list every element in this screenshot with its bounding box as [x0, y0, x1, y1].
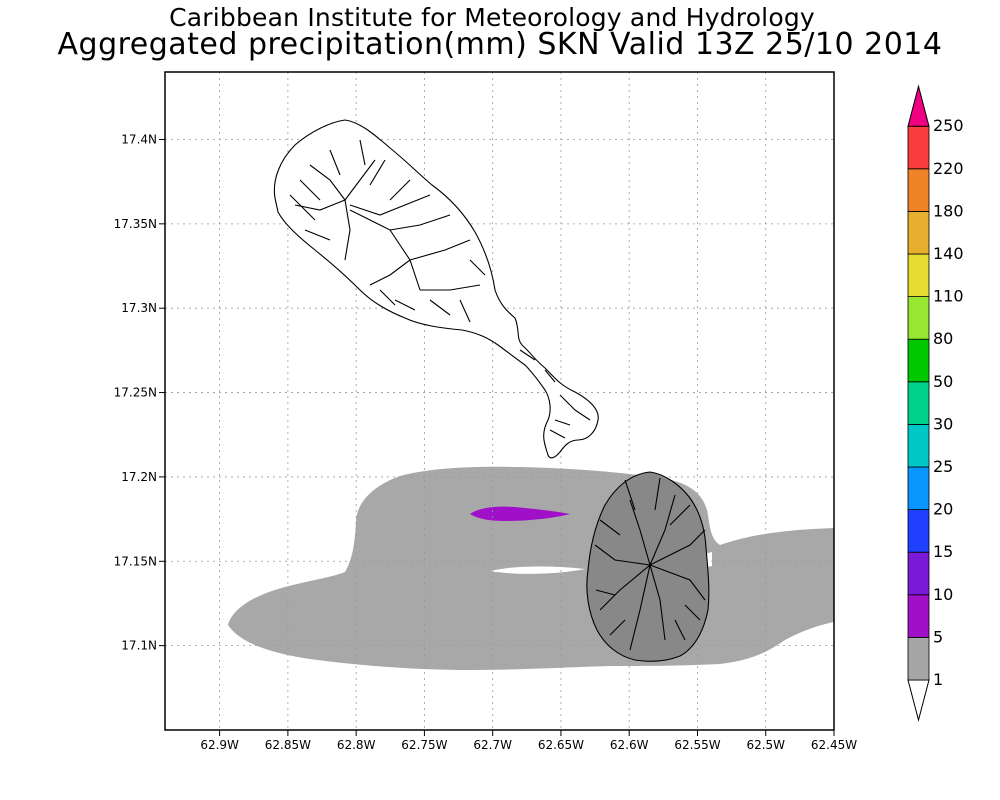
colorbar-segment [907, 466, 930, 510]
x-axis-labels: 62.9W 62.85W 62.8W 62.75W 62.7W 62.65W 62.6W 62… [200, 738, 857, 752]
colorbar-segment [907, 551, 930, 596]
colorbar-segment [907, 423, 930, 468]
colorbar-level-label: 140 [933, 244, 964, 263]
colorbar-segment [907, 296, 930, 340]
colorbar-segment [907, 210, 930, 255]
colorbar-segment [907, 594, 930, 638]
colorbar-level-label: 10 [933, 585, 953, 604]
chart-subtitle: Aggregated precipitation(mm) SKN Valid 1… [57, 27, 943, 62]
colorbar-level-label: 250 [933, 116, 964, 135]
y-tick-label: 17.3N [121, 301, 157, 315]
colorbar-level-label: 80 [933, 329, 953, 348]
colorbar-level-label: 15 [933, 542, 953, 561]
x-tick-label: 62.7W [473, 738, 512, 752]
colorbar-level-label: 30 [933, 414, 953, 433]
colorbar-segment [907, 338, 930, 383]
colorbar-level-label: 220 [933, 159, 964, 178]
x-tick-label: 62.8W [337, 738, 376, 752]
plot-frame [164, 71, 835, 731]
x-tick-label: 62.75W [401, 738, 447, 752]
x-tick-label: 62.9W [200, 738, 239, 752]
precip-cell-5-10 [470, 506, 570, 521]
chart-title: Caribbean Institute for Meteorology and … [169, 3, 815, 32]
x-tick-label: 62.45W [811, 738, 857, 752]
colorbar-level-label: 1 [933, 670, 943, 689]
y-tick-label: 17.15N [114, 554, 157, 568]
colorbar-level-label: 50 [933, 372, 953, 391]
x-tick-label: 62.55W [674, 738, 720, 752]
y-tick-label: 17.1N [121, 639, 157, 653]
colorbar-segment [907, 637, 930, 681]
colorbar-bottom-triangle [907, 679, 930, 722]
y-tick-label: 17.2N [121, 470, 157, 484]
colorbar-segment [907, 253, 930, 297]
y-tick-label: 17.25N [114, 386, 157, 400]
colorbar-segment [907, 125, 930, 170]
y-tick-label: 17.35N [114, 217, 157, 231]
colorbar-level-label: 25 [933, 457, 953, 476]
colorbar-top-triangle [907, 84, 930, 127]
colorbar-segment [907, 168, 930, 212]
x-tick-label: 62.85W [265, 738, 311, 752]
island-nevis [586, 471, 710, 662]
y-axis-labels: 17.4N 17.35N 17.3N 17.25N 17.2N 17.15N 17.1N [114, 132, 157, 652]
colorbar-segment [907, 381, 930, 425]
x-tick-label: 62.65W [538, 738, 584, 752]
colorbar-level-label: 20 [933, 500, 953, 519]
x-tick-label: 62.5W [746, 738, 785, 752]
colorbar-segment [907, 509, 930, 553]
y-tick-label: 17.4N [121, 132, 157, 146]
island-st-kitts [273, 119, 599, 459]
x-tick-label: 62.6W [610, 738, 649, 752]
colorbar-level-label: 5 [933, 627, 943, 646]
colorbar-level-label: 110 [933, 287, 964, 306]
colorbar-level-label: 180 [933, 201, 964, 220]
